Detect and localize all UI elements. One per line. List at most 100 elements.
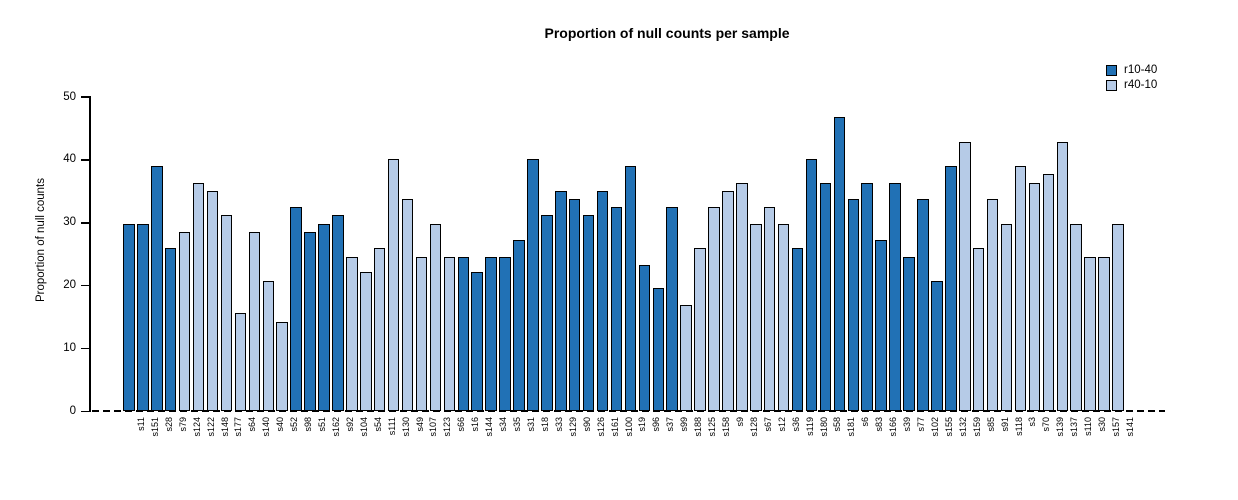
bar-s51 bbox=[304, 231, 316, 412]
bar-s118 bbox=[1000, 224, 1013, 412]
x-tick-label-s16: s16 bbox=[470, 417, 481, 432]
bar-s92 bbox=[332, 215, 344, 412]
x-tick-label-s12: s12 bbox=[776, 417, 787, 432]
y-tick-mark-40 bbox=[81, 159, 89, 161]
y-axis-line bbox=[89, 96, 91, 412]
bar-s104 bbox=[346, 257, 358, 412]
bar-s18 bbox=[527, 158, 539, 412]
x-tick-label-s52: s52 bbox=[289, 417, 300, 432]
bar-s85 bbox=[972, 247, 985, 412]
bar-s11 bbox=[123, 224, 135, 412]
x-tick-label-s151: s151 bbox=[149, 417, 160, 437]
x-tick-label-s83: s83 bbox=[874, 417, 885, 432]
x-tick-label-s90: s90 bbox=[581, 417, 592, 432]
bar-s40 bbox=[262, 280, 274, 412]
x-tick-label-s91: s91 bbox=[999, 417, 1010, 432]
x-tick-label-s100: s100 bbox=[623, 417, 634, 437]
bar-s119 bbox=[791, 247, 804, 412]
x-tick-label-s49: s49 bbox=[414, 417, 425, 432]
bar-s177 bbox=[220, 215, 233, 412]
bar-s36 bbox=[777, 224, 790, 412]
bar-s6 bbox=[847, 198, 860, 412]
bar-s100 bbox=[610, 207, 623, 412]
bar-s79 bbox=[164, 247, 177, 412]
x-tick-label-s125: s125 bbox=[707, 417, 718, 437]
bar-s19 bbox=[624, 166, 637, 412]
legend-label: r10-40 bbox=[1124, 64, 1158, 76]
bar-s125 bbox=[694, 247, 706, 412]
bar-s91 bbox=[986, 198, 999, 412]
bar-s128 bbox=[736, 182, 748, 412]
x-tick-label-s123: s123 bbox=[442, 417, 453, 437]
bar-s37 bbox=[652, 288, 665, 412]
x-tick-label-s144: s144 bbox=[484, 417, 495, 437]
bar-s157 bbox=[1098, 257, 1110, 412]
bar-s124 bbox=[178, 231, 191, 412]
bar-s12 bbox=[763, 207, 776, 412]
x-tick-label-s40: s40 bbox=[275, 417, 286, 432]
bar-s31 bbox=[513, 239, 525, 412]
x-tick-label-s180: s180 bbox=[818, 417, 829, 437]
x-tick-label-s188: s188 bbox=[693, 417, 704, 437]
x-tick-label-s104: s104 bbox=[358, 417, 369, 437]
x-tick-label-s111: s111 bbox=[386, 417, 397, 436]
legend-swatch-r40-10 bbox=[1106, 80, 1117, 91]
y-tick-mark-20 bbox=[81, 284, 89, 287]
y-tick-label-50: 50 bbox=[63, 90, 76, 103]
y-tick-label-40: 40 bbox=[63, 153, 76, 166]
x-tick-label-s118: s118 bbox=[1013, 417, 1024, 436]
bar-s9 bbox=[722, 191, 734, 412]
bar-s123 bbox=[429, 224, 442, 412]
bar-s58 bbox=[819, 182, 832, 412]
x-tick-label-s158: s158 bbox=[721, 417, 731, 437]
bar-s151 bbox=[137, 224, 149, 412]
x-tick-label-s159: s159 bbox=[971, 417, 982, 437]
x-tick-label-s35: s35 bbox=[512, 417, 523, 432]
x-tick-label-s64: s64 bbox=[247, 417, 258, 432]
y-tick-label-0: 0 bbox=[69, 405, 76, 417]
x-tick-label-s99: s99 bbox=[679, 417, 690, 432]
x-tick-label-s92: s92 bbox=[344, 417, 355, 432]
bar-s130 bbox=[387, 158, 400, 412]
x-tick-label-s66: s66 bbox=[456, 417, 467, 432]
x-tick-label-s122: s122 bbox=[205, 417, 216, 437]
y-tick-mark-10 bbox=[81, 347, 89, 350]
x-tick-label-s54: s54 bbox=[372, 417, 383, 432]
x-tick-label-s18: s18 bbox=[539, 417, 550, 432]
x-tick-label-s28: s28 bbox=[163, 417, 174, 432]
bar-s155 bbox=[931, 280, 943, 412]
x-tick-label-s177: s177 bbox=[233, 417, 244, 437]
bar-s70 bbox=[1028, 182, 1041, 412]
x-tick-label-s124: s124 bbox=[191, 417, 202, 437]
y-tick-label-20: 20 bbox=[63, 279, 76, 292]
x-tick-label-s119: s119 bbox=[804, 417, 815, 436]
bar-s35 bbox=[499, 257, 511, 412]
bar-s67 bbox=[750, 224, 762, 412]
bar-s110 bbox=[1070, 224, 1082, 412]
x-tick-label-s30: s30 bbox=[1097, 417, 1108, 432]
x-tick-label-s98: s98 bbox=[303, 417, 314, 432]
x-tick-label-s6: s6 bbox=[860, 417, 871, 427]
bar-s137 bbox=[1056, 142, 1068, 412]
x-tick-label-s132: s132 bbox=[957, 417, 968, 437]
x-tick-label-s19: s19 bbox=[637, 417, 648, 432]
bar-s181 bbox=[833, 117, 846, 412]
bar-s34 bbox=[485, 257, 497, 412]
x-tick-label-s107: s107 bbox=[428, 417, 439, 437]
x-tick-label-s67: s67 bbox=[762, 417, 773, 432]
bar-s139 bbox=[1042, 174, 1055, 412]
bar-s141 bbox=[1112, 224, 1124, 412]
y-tick-mark-50 bbox=[81, 96, 89, 98]
bar-s77 bbox=[903, 257, 915, 412]
bar-s98 bbox=[290, 207, 302, 412]
bar-s66 bbox=[443, 257, 456, 412]
bar-s96 bbox=[638, 264, 651, 412]
legend: r10-40 r40-10 bbox=[1106, 63, 1157, 93]
x-tick-label-s33: s33 bbox=[553, 417, 564, 432]
x-tick-label-s130: s130 bbox=[400, 417, 411, 437]
x-tick-label-s157: s157 bbox=[1111, 417, 1122, 437]
bar-s144 bbox=[471, 272, 483, 412]
bar-s111 bbox=[373, 247, 386, 412]
bar-s30 bbox=[1084, 257, 1096, 412]
bar-s161 bbox=[596, 191, 609, 412]
